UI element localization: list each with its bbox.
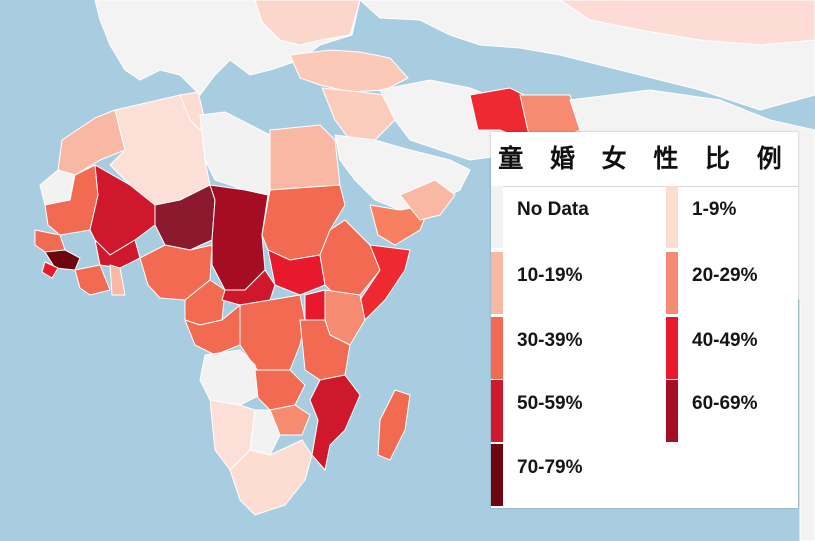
- country-chad: [209, 184, 269, 291]
- legend-label: No Data: [517, 199, 589, 220]
- legend-label: 50-59%: [517, 393, 583, 414]
- legend-label: 30-39%: [517, 330, 583, 351]
- legend-swatch: [666, 317, 678, 379]
- legend-swatch: [491, 317, 503, 379]
- legend-swatch: [491, 380, 503, 442]
- legend-swatch: [491, 444, 503, 506]
- legend-label: 70-79%: [517, 457, 583, 478]
- legend-swatch: [491, 186, 503, 248]
- country-malawi-mozambique: [309, 374, 361, 471]
- legend-label: 40-49%: [692, 330, 758, 351]
- country-south-africa: [229, 439, 313, 516]
- country-uganda: [304, 289, 326, 321]
- country-egypt: [269, 124, 341, 191]
- country-sierra-leone: [41, 261, 59, 279]
- country-drc: [239, 294, 306, 381]
- africa-countries: [34, 91, 411, 516]
- country-madagascar: [377, 389, 411, 461]
- legend: 童 婚 女 性 比 例 No Data 1-9% 10-19% 20-29% 3…: [491, 132, 798, 508]
- country-botswana: [249, 409, 281, 456]
- legend-swatch: [666, 380, 678, 442]
- legend-label: 60-69%: [692, 393, 758, 414]
- legend-swatch: [666, 186, 678, 248]
- country-car: [221, 269, 276, 306]
- country-angola: [199, 349, 261, 406]
- country-ivory-coast: [74, 264, 111, 296]
- legend-swatch: [666, 252, 678, 314]
- legend-label: 1-9%: [692, 199, 737, 220]
- legend-swatch: [491, 252, 503, 314]
- legend-label: 20-29%: [692, 265, 758, 286]
- country-tanzania: [299, 319, 351, 381]
- country-ghana: [109, 264, 126, 296]
- legend-label: 10-19%: [517, 265, 583, 286]
- legend-title: 童 婚 女 性 比 例: [491, 132, 798, 187]
- country-somalia: [359, 244, 411, 321]
